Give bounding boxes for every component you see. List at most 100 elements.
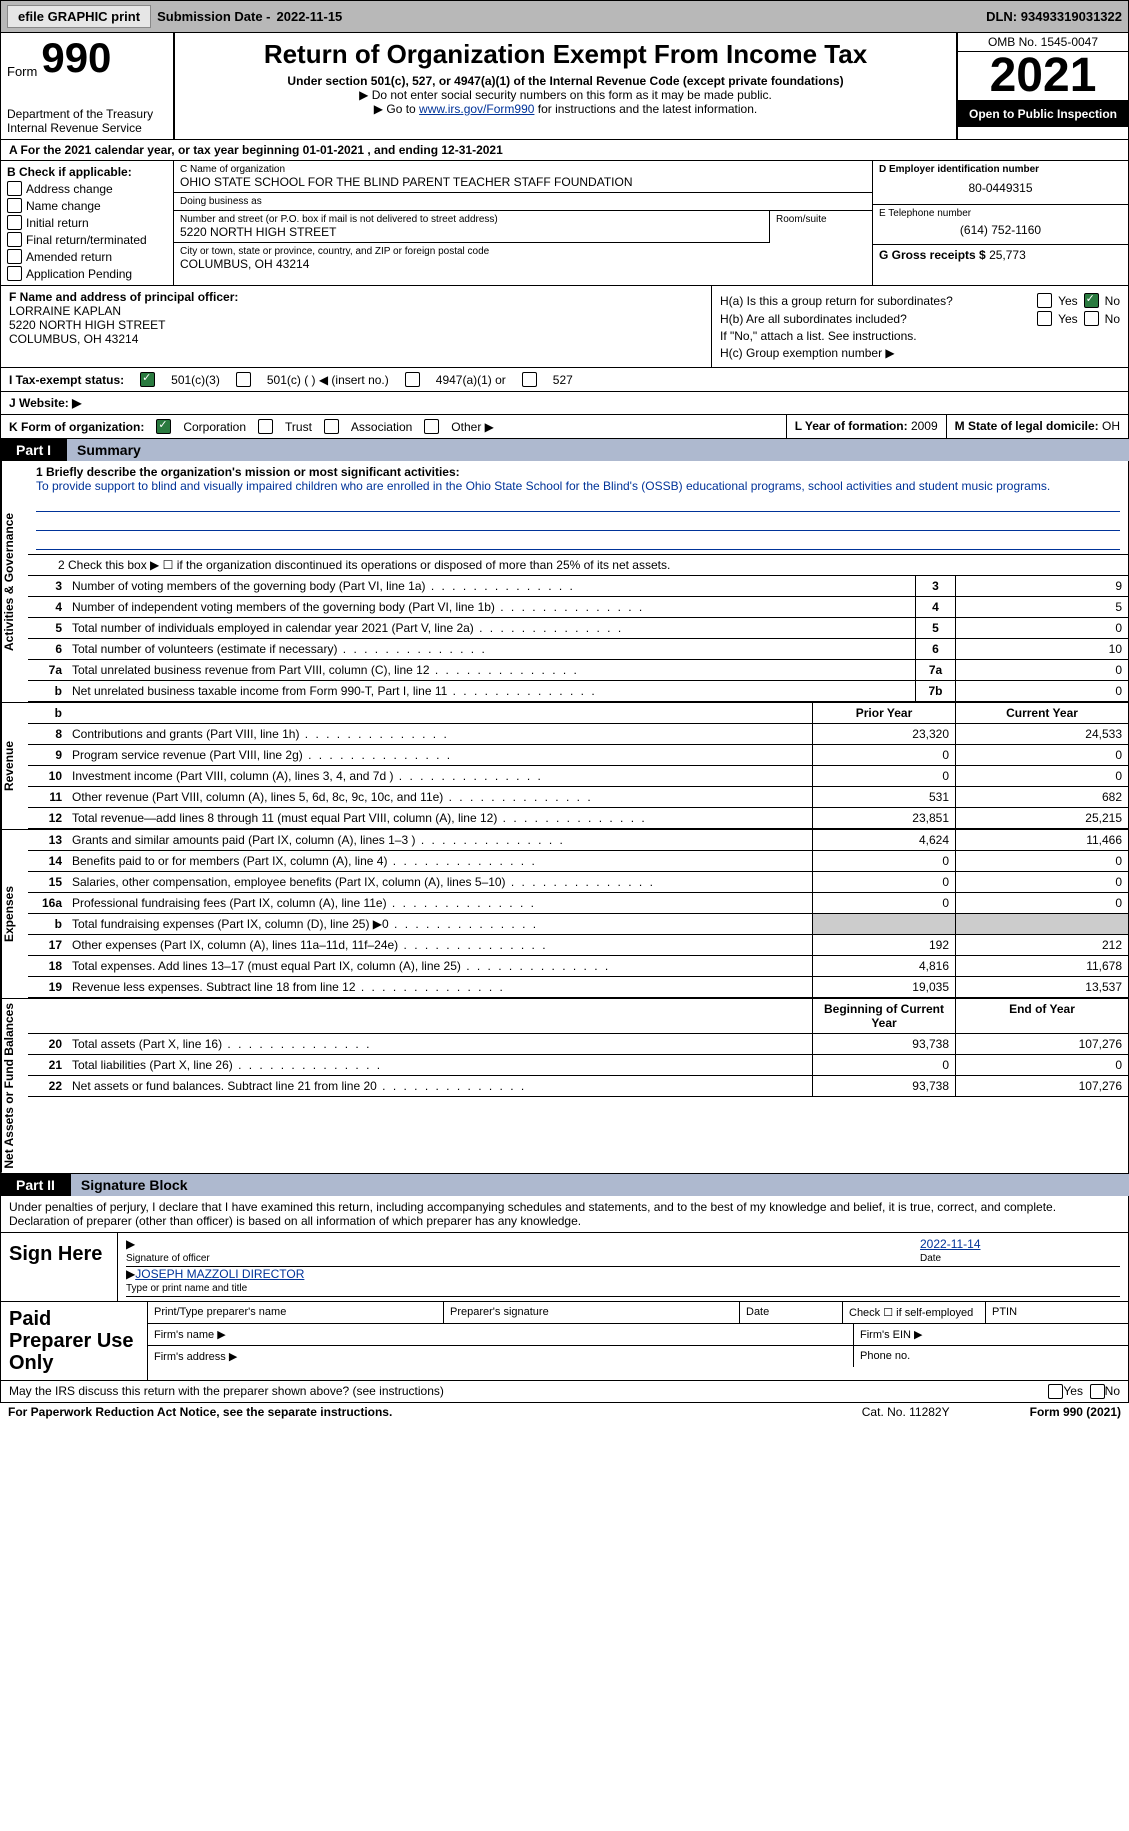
signer-name: JOSEPH MAZZOLI DIRECTOR [135, 1267, 304, 1281]
form-header: Form 990 Department of the Treasury Inte… [0, 33, 1129, 140]
line-13: 13 Grants and similar amounts paid (Part… [28, 830, 1128, 851]
form-word: Form [7, 64, 37, 79]
mission-text: To provide support to blind and visually… [36, 479, 1120, 493]
hb-note: If "No," attach a list. See instructions… [720, 329, 1120, 343]
chk-other[interactable] [424, 419, 439, 434]
phone-value: (614) 752-1160 [879, 219, 1122, 241]
topbar: efile GRAPHIC print Submission Date - 20… [0, 0, 1129, 33]
hc-label: H(c) Group exemption number ▶ [720, 346, 895, 360]
chk-501c[interactable] [236, 372, 251, 387]
sign-here-label: Sign Here [1, 1233, 118, 1301]
line-10: 10 Investment income (Part VIII, column … [28, 766, 1128, 787]
sig-date: 2022-11-14 [920, 1237, 1120, 1251]
part1-bar: Part I Summary [0, 439, 1129, 461]
block-bc: B Check if applicable: Address change Na… [0, 161, 1129, 286]
line-4: 4 Number of independent voting members o… [28, 597, 1128, 618]
officer-name: LORRAINE KAPLAN [9, 304, 703, 318]
form-number: 990 [41, 37, 111, 79]
irs-link[interactable]: www.irs.gov/Form990 [419, 102, 534, 116]
chk-initial-return[interactable] [7, 215, 22, 230]
dln: DLN: 93493319031322 [986, 9, 1122, 24]
org-name-label: C Name of organization [180, 164, 866, 175]
firm-phone-label: Phone no. [854, 1346, 1128, 1367]
firm-ein-label: Firm's EIN ▶ [854, 1324, 1128, 1345]
ha-yes[interactable] [1037, 293, 1052, 308]
ein-label: D Employer identification number [879, 164, 1122, 175]
korg-row: K Form of organization: Corporation Trus… [0, 415, 1129, 439]
officer-addr: 5220 NORTH HIGH STREET [9, 318, 703, 332]
gross-label: G Gross receipts $ [879, 248, 989, 262]
preparer-sig-label: Preparer's signature [444, 1302, 740, 1323]
ha-no[interactable] [1084, 293, 1099, 308]
name-title-label: Type or print name and title [126, 1281, 1120, 1297]
discuss-yes[interactable] [1048, 1384, 1063, 1399]
chk-527[interactable] [522, 372, 537, 387]
firm-addr-label: Firm's address ▶ [148, 1346, 854, 1367]
line-15: 15 Salaries, other compensation, employe… [28, 872, 1128, 893]
part2-bar: Part II Signature Block [0, 1174, 1129, 1196]
chk-trust[interactable] [258, 419, 273, 434]
section-a: A For the 2021 calendar year, or tax yea… [0, 140, 1129, 161]
chk-final-return[interactable] [7, 232, 22, 247]
vtab-netassets: Net Assets or Fund Balances [1, 999, 28, 1173]
tax-year: 2021 [958, 52, 1128, 101]
subtitle-1: Under section 501(c), 527, or 4947(a)(1)… [183, 74, 948, 88]
chk-corp[interactable] [156, 419, 171, 434]
paid-preparer-label: Paid Preparer Use Only [1, 1302, 148, 1380]
line-6: 6 Total number of volunteers (estimate i… [28, 639, 1128, 660]
line-b: b Total fundraising expenses (Part IX, c… [28, 914, 1128, 935]
chk-assoc[interactable] [324, 419, 339, 434]
activities-section: Activities & Governance 1 Briefly descri… [0, 461, 1129, 703]
discuss-no[interactable] [1090, 1384, 1105, 1399]
city-value: COLUMBUS, OH 43214 [180, 257, 866, 271]
line-22: 22 Net assets or fund balances. Subtract… [28, 1076, 1128, 1097]
room-label: Room/suite [776, 214, 866, 225]
col-b-label: B Check if applicable: [7, 165, 167, 179]
line-8: 8 Contributions and grants (Part VIII, l… [28, 724, 1128, 745]
hb-no[interactable] [1084, 311, 1099, 326]
self-employed-label: Check ☐ if self-employed [843, 1302, 986, 1323]
efile-print-button[interactable]: efile GRAPHIC print [7, 5, 151, 28]
domicile-state: OH [1102, 419, 1120, 433]
chk-app-pending[interactable] [7, 266, 22, 281]
phone-label: E Telephone number [879, 208, 1122, 219]
hb-label: H(b) Are all subordinates included? [720, 312, 1031, 326]
submission-date-label: Submission Date - [157, 9, 270, 24]
dba-label: Doing business as [180, 196, 866, 207]
officer-city: COLUMBUS, OH 43214 [9, 332, 703, 346]
line-20: 20 Total assets (Part X, line 16) 93,738… [28, 1034, 1128, 1055]
sig-officer-label: Signature of officer [126, 1251, 920, 1267]
subtitle-2: ▶ Do not enter social security numbers o… [183, 88, 948, 102]
chk-amended[interactable] [7, 249, 22, 264]
open-to-public: Open to Public Inspection [958, 101, 1128, 127]
chk-501c3[interactable] [140, 372, 155, 387]
line-7a: 7a Total unrelated business revenue from… [28, 660, 1128, 681]
city-label: City or town, state or province, country… [180, 246, 866, 257]
line-9: 9 Program service revenue (Part VIII, li… [28, 745, 1128, 766]
line-12: 12 Total revenue—add lines 8 through 11 … [28, 808, 1128, 829]
line-b: b Net unrelated business taxable income … [28, 681, 1128, 702]
website-row: J Website: ▶ [0, 392, 1129, 415]
firm-name-label: Firm's name ▶ [148, 1324, 854, 1345]
chk-4947[interactable] [405, 372, 420, 387]
page-footer: For Paperwork Reduction Act Notice, see … [0, 1403, 1129, 1421]
ptin-label: PTIN [986, 1302, 1128, 1323]
chk-address-change[interactable] [7, 181, 22, 196]
line-18: 18 Total expenses. Add lines 13–17 (must… [28, 956, 1128, 977]
vtab-activities: Activities & Governance [1, 461, 28, 702]
addr-label: Number and street (or P.O. box if mail i… [180, 214, 763, 225]
org-name: OHIO STATE SCHOOL FOR THE BLIND PARENT T… [180, 175, 866, 189]
chk-name-change[interactable] [7, 198, 22, 213]
preparer-name-label: Print/Type preparer's name [148, 1302, 444, 1323]
form-title: Return of Organization Exempt From Incom… [183, 39, 948, 70]
line-14: 14 Benefits paid to or for members (Part… [28, 851, 1128, 872]
hb-yes[interactable] [1037, 311, 1052, 326]
ein-value: 80-0449315 [879, 175, 1122, 201]
discuss-row: May the IRS discuss this return with the… [0, 1381, 1129, 1403]
signature-block: Under penalties of perjury, I declare th… [0, 1196, 1129, 1381]
line-11: 11 Other revenue (Part VIII, column (A),… [28, 787, 1128, 808]
formation-year: 2009 [911, 419, 938, 433]
line-17: 17 Other expenses (Part IX, column (A), … [28, 935, 1128, 956]
tax-exempt-row: I Tax-exempt status: 501(c)(3) 501(c) ( … [0, 368, 1129, 392]
expenses-section: Expenses 13 Grants and similar amounts p… [0, 830, 1129, 999]
